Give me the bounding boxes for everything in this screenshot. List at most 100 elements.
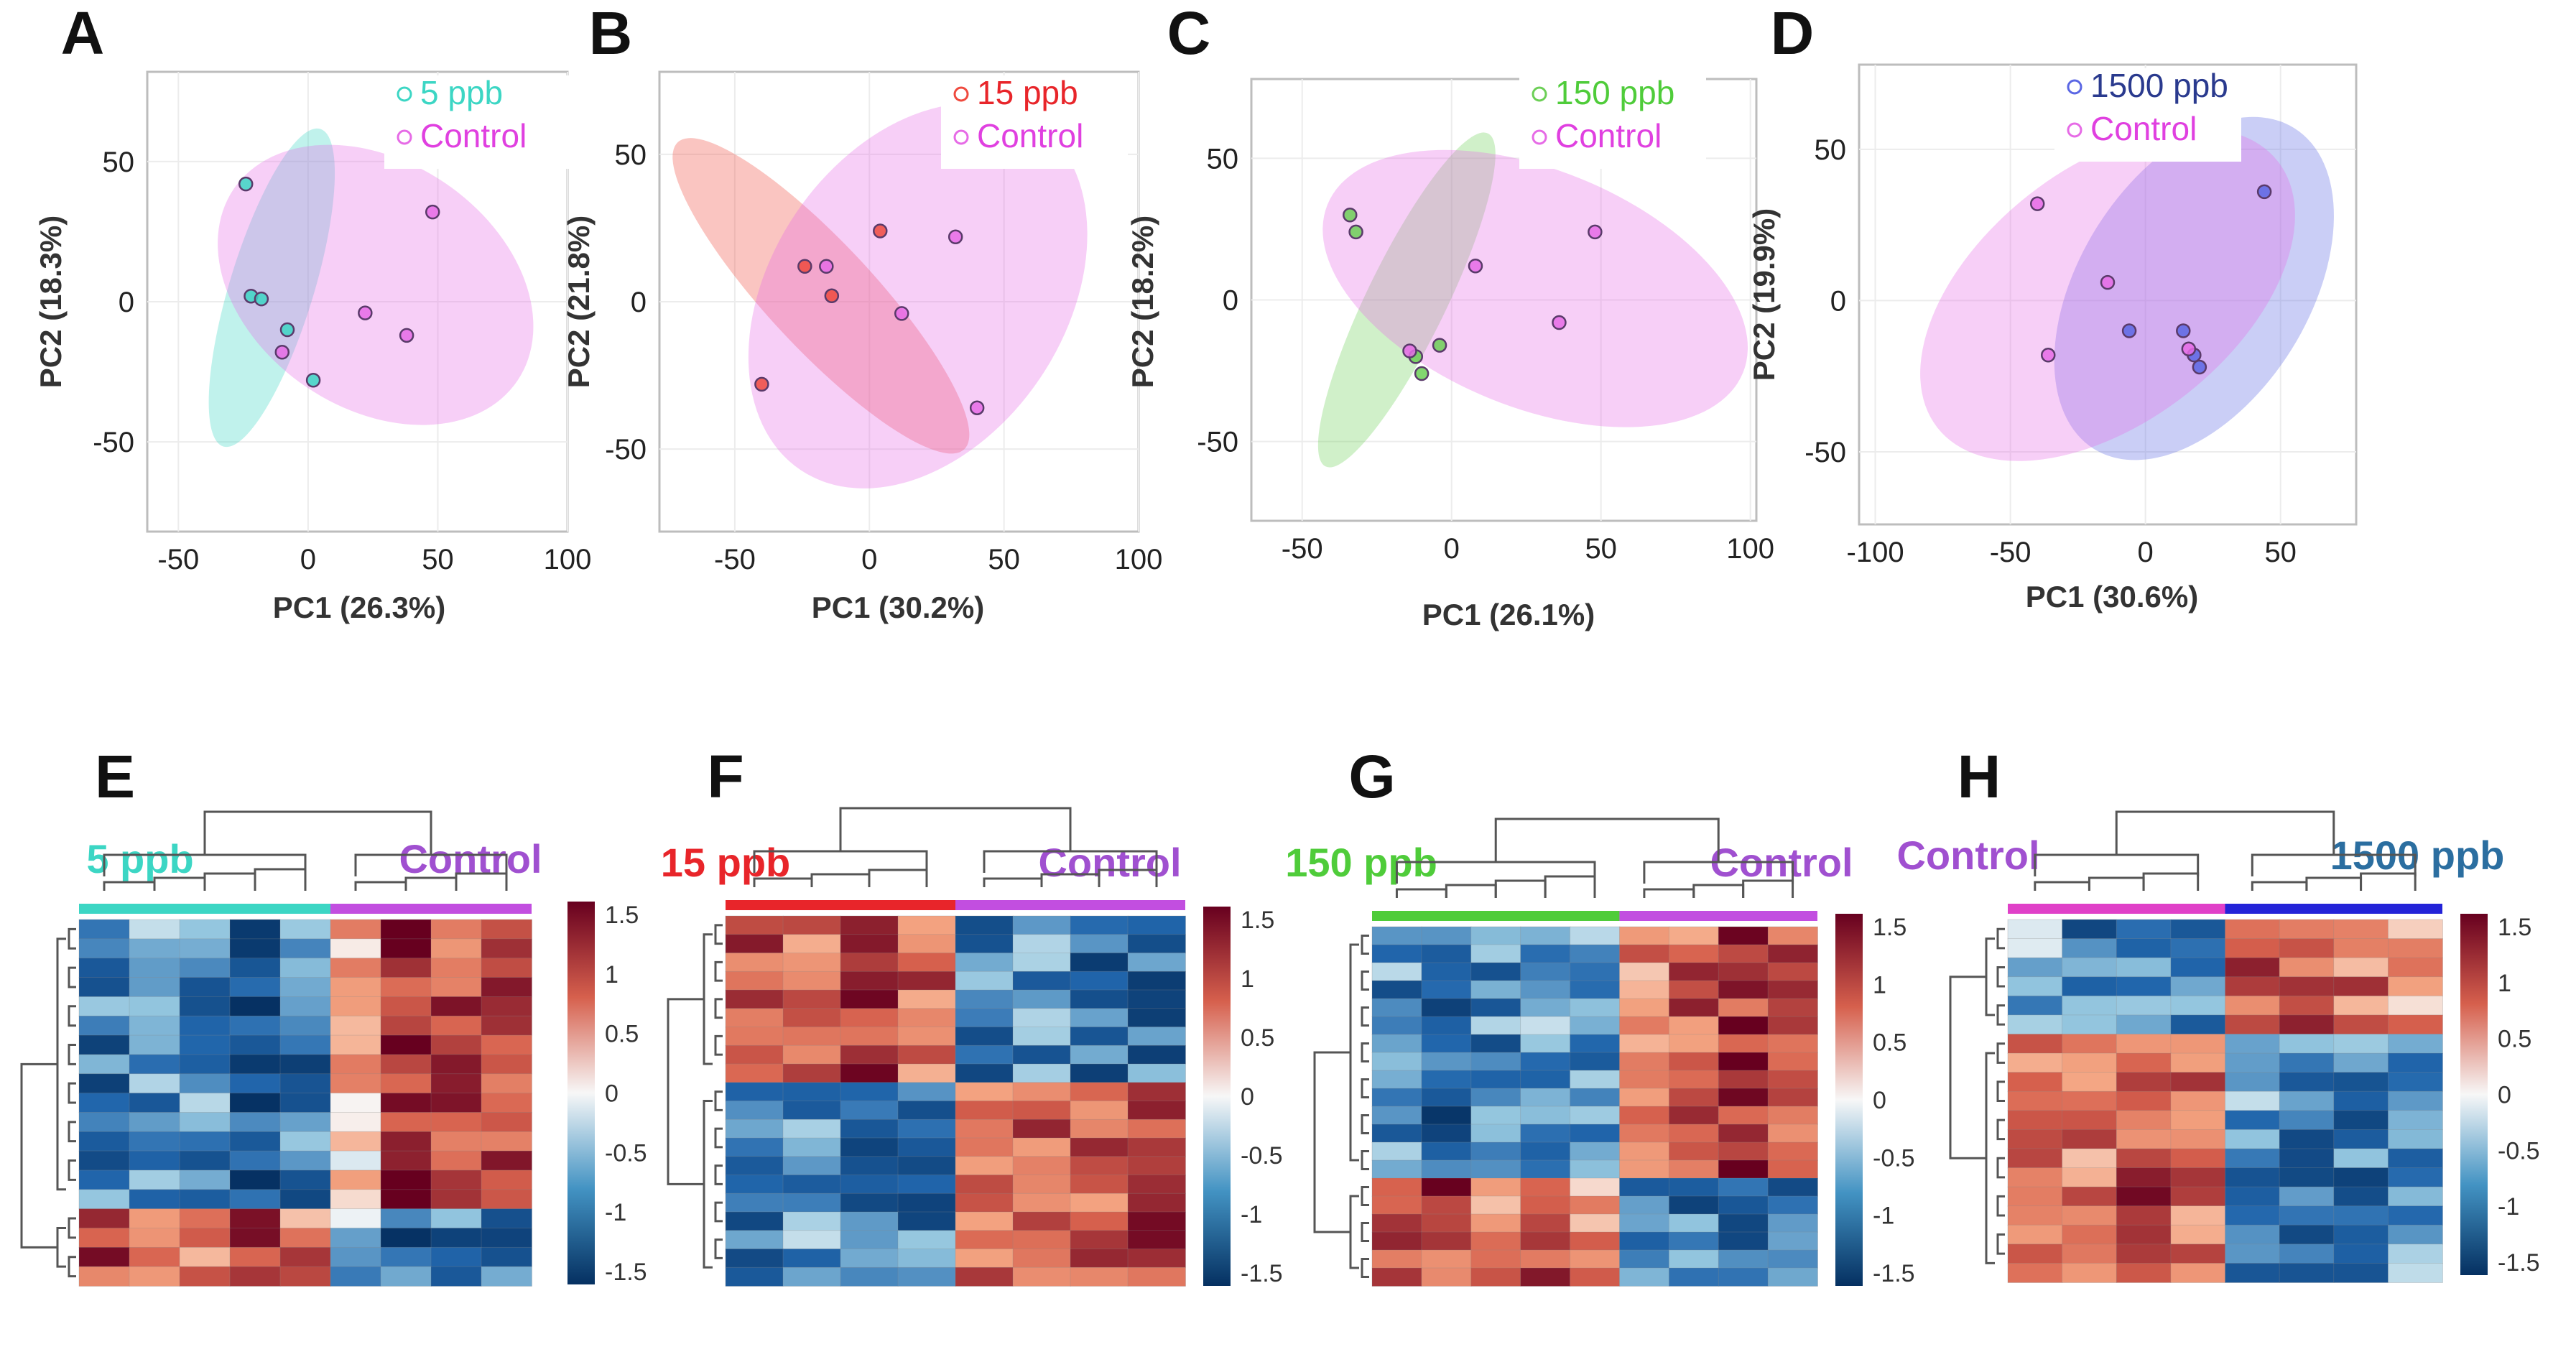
heatmap-cell [1718,1195,1769,1215]
heatmap-cell [1470,1249,1521,1269]
heatmap-cell [330,1054,381,1075]
heatmap-cell [955,1249,1014,1269]
dendrogram-branch [1361,1186,1369,1206]
heatmap-cell [1127,1082,1186,1102]
group-color-bar [2008,904,2225,914]
heatmap-cell [782,1249,841,1269]
legend-label: Control [420,117,527,154]
x-tick-label: 0 [1444,533,1460,565]
pca-panel-b: -50 0 50 100 50 0 -50 PC1 (30.2%) PC2 (21.8%) B 15… [562,0,1162,624]
heatmap-cell [481,1150,532,1171]
heatmap-cell [1570,1213,1621,1233]
legend-label: 5 ppb [420,74,503,111]
heatmap-cell [1520,1195,1571,1215]
group-color-bar [79,904,330,914]
heatmap-cell [840,989,899,1009]
heatmap-cell [1421,1213,1472,1233]
heatmap-cell [330,958,381,978]
legend-background [941,75,1128,169]
heatmap-cell [2170,1014,2226,1035]
heatmap-cell [179,1073,231,1094]
heatmap-cell [2062,1072,2118,1093]
heatmap-cell [1012,953,1071,973]
dendrogram-branch [714,960,723,982]
heatmap-cell [1127,1211,1186,1231]
heatmap-cell [2279,995,2335,1016]
heatmap-cell [2062,1243,2118,1264]
heatmap-cell [2387,919,2443,940]
heatmap-cell [1371,1177,1422,1197]
heatmap-cell [782,1192,841,1213]
heatmap-cell [1619,980,1670,999]
heatmap-cell [1012,1027,1071,1047]
heatmap-cell [1767,980,1818,999]
colorbar-tick-label: 0 [2498,1082,2511,1109]
heatmap-cell [129,1170,180,1190]
legend-marker [1532,129,1547,145]
heatmap-cell [330,938,381,959]
heatmap-cell [279,1015,331,1036]
heatmap-cell [179,1266,231,1287]
heatmap-cell [1570,1070,1621,1089]
dendrogram-branch [1996,1233,2005,1255]
heatmap-cell [2170,1243,2226,1264]
heatmap-cell [955,1008,1014,1028]
heatmap-cell [2333,1014,2389,1035]
heatmap-cell [2279,1186,2335,1207]
heatmap-cell [725,1082,784,1102]
dendrogram-branch [1361,1078,1369,1098]
panel-letter: F [707,743,743,810]
heatmap-cell [1619,1159,1670,1179]
heatmap-cell [430,958,482,978]
heatmap-cell [1012,1045,1071,1065]
heatmap-cell [129,977,180,998]
heatmap-cell [840,1027,899,1047]
heatmap-cell [725,1156,784,1176]
data-point-1500-ppb [2256,184,2272,200]
heatmap-cell [78,996,130,1017]
heatmap-cell [897,1119,956,1139]
heatmap-cell [1767,962,1818,981]
heatmap-cell [1012,1175,1071,1195]
heatmap-cell [1668,1267,1720,1287]
dendrogram-branch [1544,875,1596,898]
heatmap-cell [782,1101,841,1121]
heatmap-cell [1470,1052,1521,1071]
heatmap-cell [2333,995,2389,1016]
dendrogram-branch [354,881,407,891]
heatmap-cell [1470,926,1521,945]
dendrogram-branch [1361,1150,1369,1170]
dendrogram-branch [1349,1195,1359,1269]
dendrogram-branch [714,1238,723,1259]
heatmap-cell [1371,980,1422,999]
heatmap-cell [1070,1249,1129,1269]
heatmap-cell [1070,1119,1129,1139]
heatmap-cell [129,1189,180,1210]
heatmap-cell [2007,1129,2063,1149]
heatmap-cell [179,1112,231,1133]
heatmap-cell [2007,1090,2063,1111]
panel-letter: A [61,0,105,67]
dendrogram-branch [2251,881,2308,891]
heatmap-cell [897,1249,956,1269]
heatmap-cell [1767,944,1818,963]
heatmap-cell [2225,1205,2281,1226]
heatmap-cell [782,1230,841,1250]
dendrogram-branch [810,873,871,887]
colorbar-tick-label: -0.5 [605,1139,647,1167]
heatmap-cell [78,977,130,998]
heatmap-cell [129,1054,180,1075]
heatmap-cell [840,1082,899,1102]
heatmap-cell [129,919,180,940]
heatmap-cell [330,977,381,998]
heatmap-cell [1470,1177,1521,1197]
heatmap-cell [1668,1177,1720,1197]
heatmap-cell [725,989,784,1009]
colorbar-tick-label: 1.5 [2498,914,2531,941]
heatmap-cell [1470,1195,1521,1215]
heatmap-cell [1070,1137,1129,1157]
heatmap-cell [380,1073,432,1094]
heatmap-cell [1371,1124,1422,1143]
heatmap-cell [229,1170,281,1190]
heatmap-cell [229,1034,281,1055]
